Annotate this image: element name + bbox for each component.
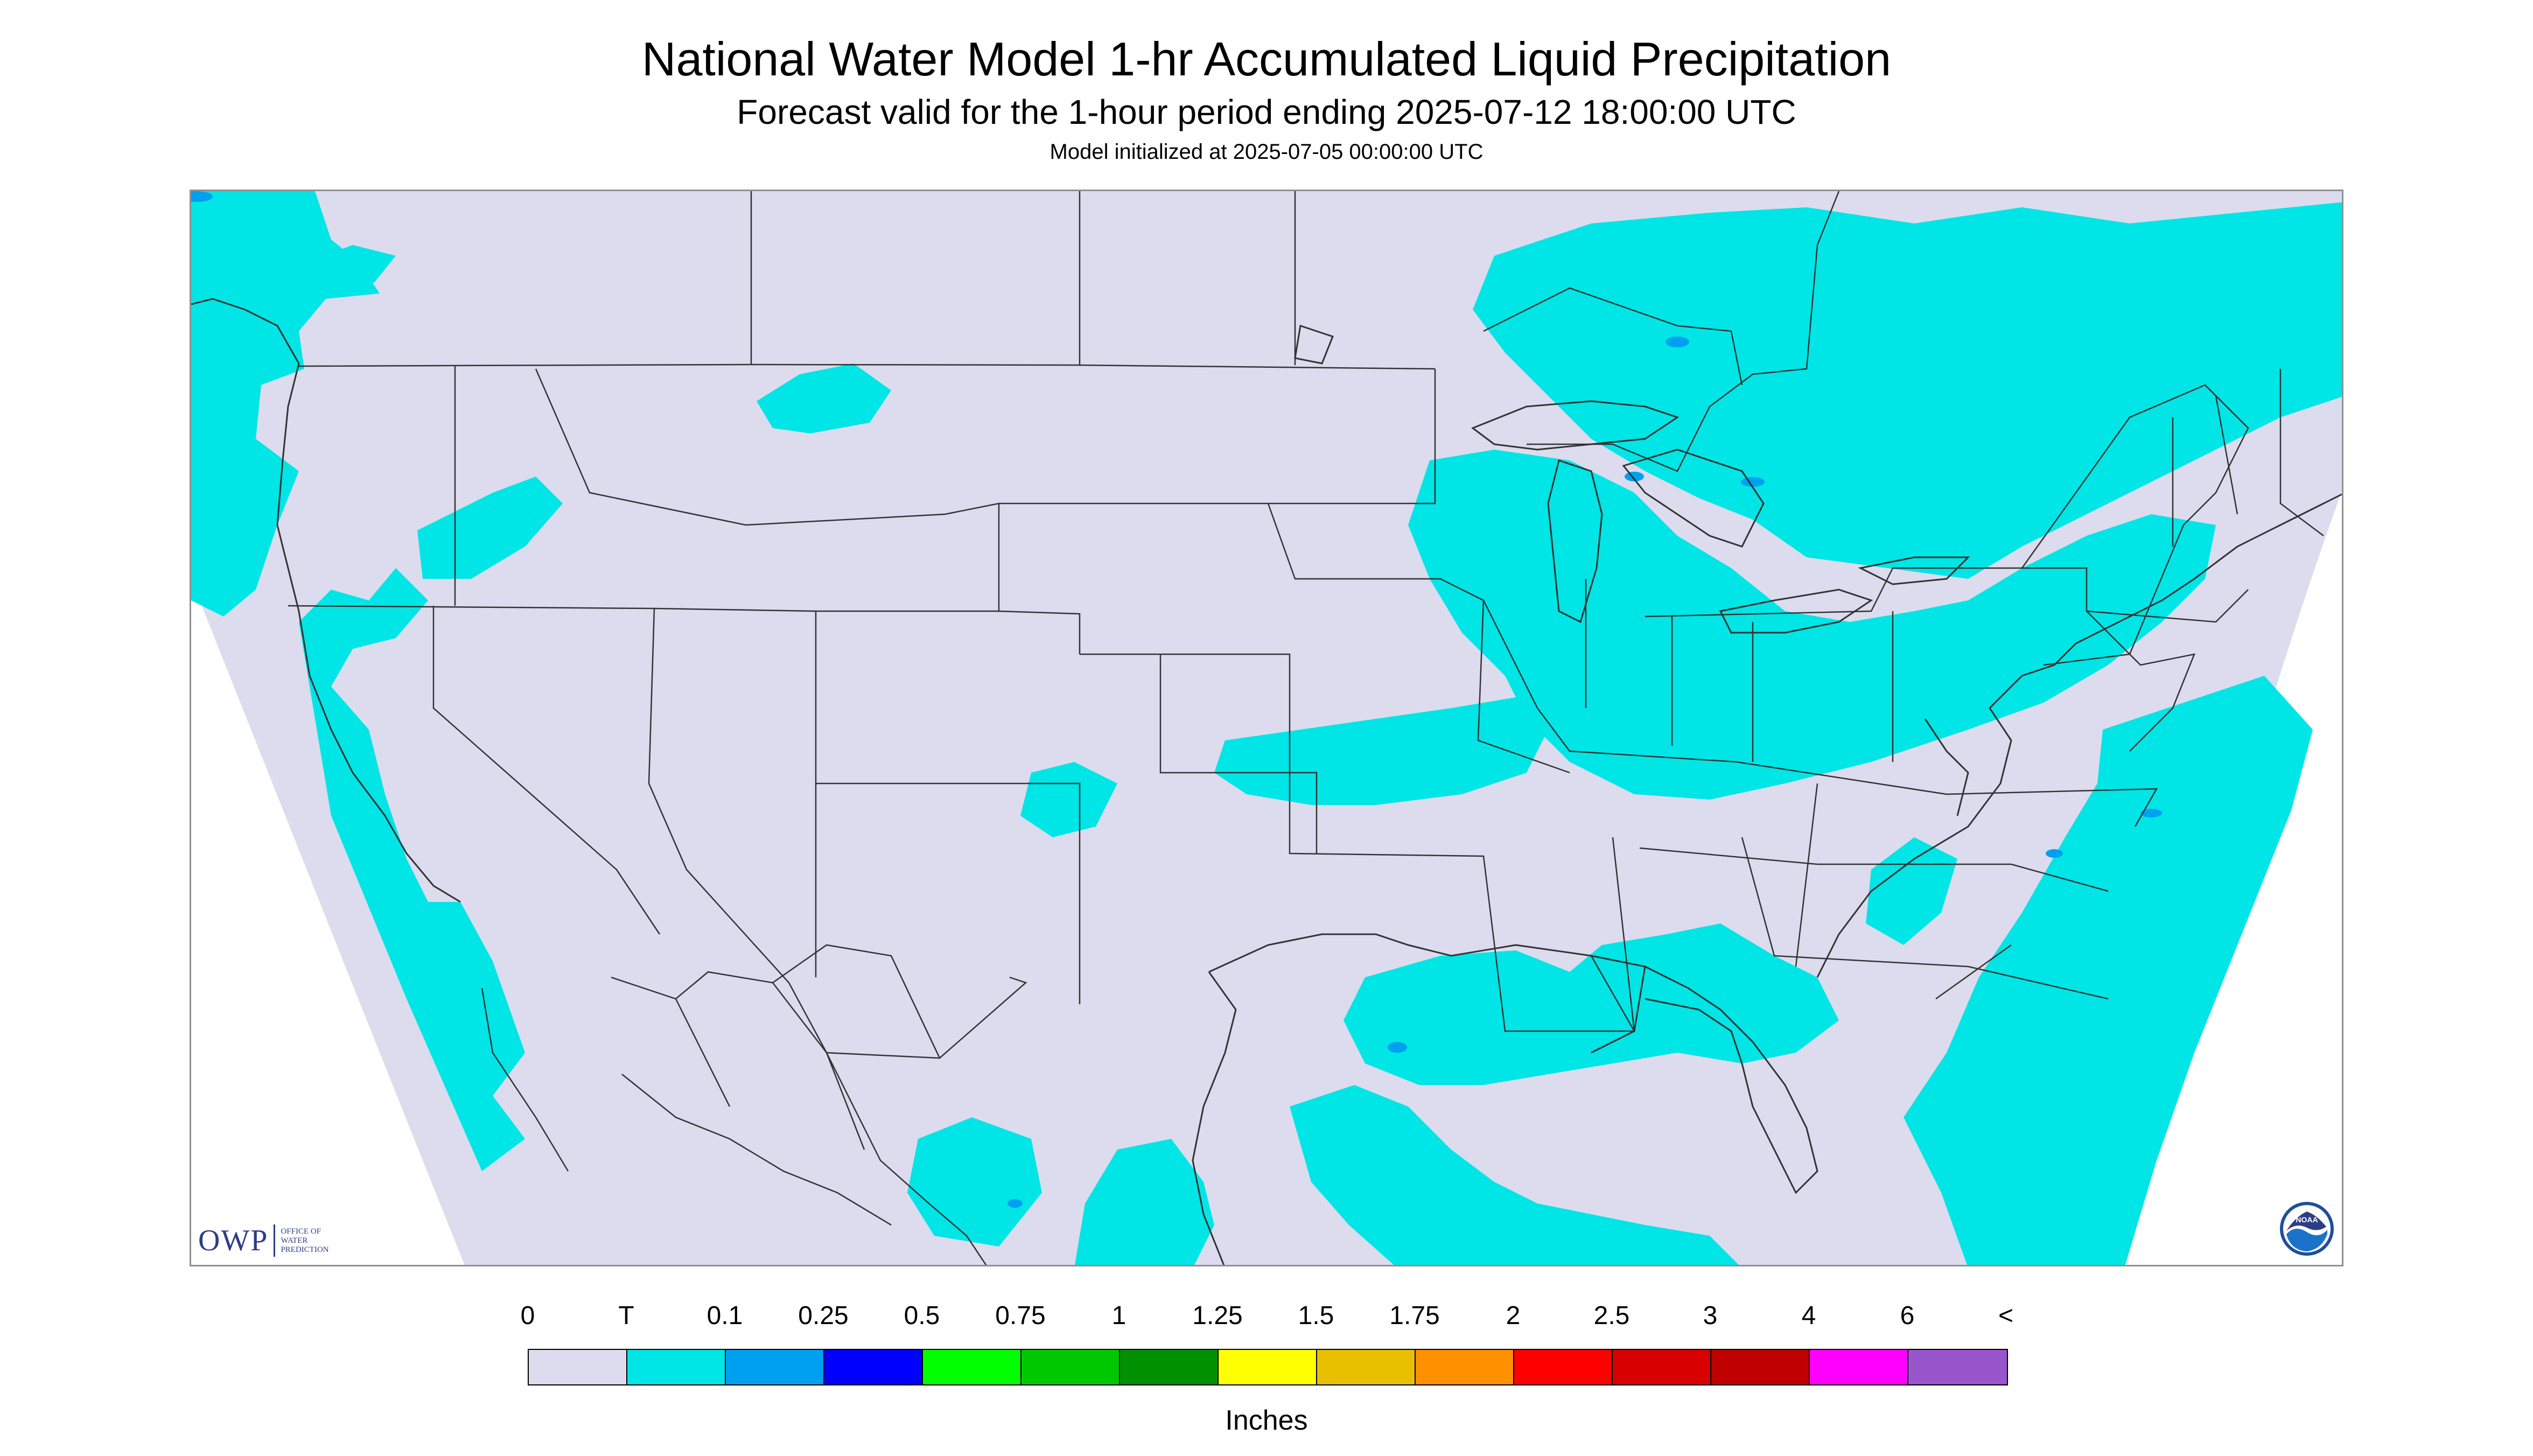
- legend-swatch: [1021, 1350, 1120, 1384]
- legend-label: 2: [1506, 1301, 1521, 1330]
- state-boundaries: [288, 191, 2324, 1265]
- owp-logo: OWP OFFICE OF WATER PREDICTION: [198, 1223, 329, 1258]
- legend-swatch: [1908, 1350, 2007, 1384]
- legend-label: 0.75: [995, 1301, 1046, 1330]
- legend-swatch: [1219, 1350, 1317, 1384]
- legend-swatch: [1613, 1350, 1711, 1384]
- legend-swatch: [1317, 1350, 1416, 1384]
- legend-swatch: [1120, 1350, 1219, 1384]
- legend-swatch: [1810, 1350, 1908, 1384]
- legend-label: 4: [1801, 1301, 1816, 1330]
- legend-swatch: [1514, 1350, 1613, 1384]
- legend-label: 0.25: [798, 1301, 849, 1330]
- forecast-valid-time: Forecast valid for the 1-hour period end…: [737, 93, 1796, 131]
- legend-labels: 0 T 0.1 0.25 0.5 0.75 1 1.25 1.5 1.75 2 2.5 3 4 6 <: [0, 1303, 2533, 1335]
- legend-label: 0.1: [706, 1301, 743, 1330]
- legend-label: <: [1998, 1301, 2014, 1330]
- owp-logo-mark: OWP: [198, 1224, 269, 1257]
- legend-swatch: [627, 1350, 726, 1384]
- precipitation-map[interactable]: [190, 190, 2343, 1266]
- legend-label: 1.75: [1389, 1301, 1440, 1330]
- legend-label: 1.5: [1298, 1301, 1334, 1330]
- map-title: National Water Model 1-hr Accumulated Li…: [641, 32, 1892, 86]
- legend-label: 2.5: [1593, 1301, 1630, 1330]
- precip-color-legend: [528, 1349, 2008, 1385]
- legend-label: 3: [1703, 1301, 1718, 1330]
- svg-text:NOAA: NOAA: [2296, 1215, 2318, 1224]
- legend-swatch: [824, 1350, 923, 1384]
- legend-swatch: [1416, 1350, 1514, 1384]
- owp-logo-text: OFFICE OF WATER PREDICTION: [281, 1227, 329, 1254]
- legend-swatch: [1711, 1350, 1810, 1384]
- legend-swatch: [726, 1350, 824, 1384]
- legend-swatch: [529, 1350, 627, 1384]
- legend-label: 1.25: [1192, 1301, 1243, 1330]
- owp-logo-divider: [274, 1224, 276, 1257]
- coastline: [191, 298, 2342, 1265]
- legend-label: 0: [520, 1301, 535, 1330]
- legend-label: 6: [1900, 1301, 1915, 1330]
- legend-units: Inches: [1225, 1405, 1308, 1436]
- noaa-logo-icon: NOAA: [2280, 1202, 2334, 1256]
- model-init-time: Model initialized at 2025-07-05 00:00:00…: [1049, 140, 1484, 164]
- legend-label: 0.5: [904, 1301, 940, 1330]
- trace-precip-areas: [191, 191, 2342, 1265]
- legend-label: T: [618, 1301, 634, 1330]
- great-lakes: [1294, 325, 1970, 634]
- legend-swatch: [923, 1350, 1021, 1384]
- legend-label: 1: [1111, 1301, 1126, 1330]
